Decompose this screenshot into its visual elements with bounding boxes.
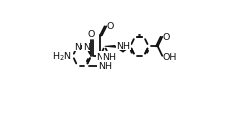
Text: H$_2$N: H$_2$N [53, 50, 72, 63]
Text: NH: NH [98, 62, 112, 71]
Text: O: O [87, 29, 95, 38]
Text: NH: NH [116, 42, 130, 51]
Text: N: N [97, 52, 104, 61]
Polygon shape [105, 46, 115, 48]
Text: OH: OH [163, 52, 177, 61]
Text: O: O [107, 22, 114, 31]
Text: O: O [163, 33, 170, 42]
Text: N: N [83, 42, 90, 51]
Text: NH: NH [102, 52, 116, 61]
Text: N: N [74, 42, 81, 51]
